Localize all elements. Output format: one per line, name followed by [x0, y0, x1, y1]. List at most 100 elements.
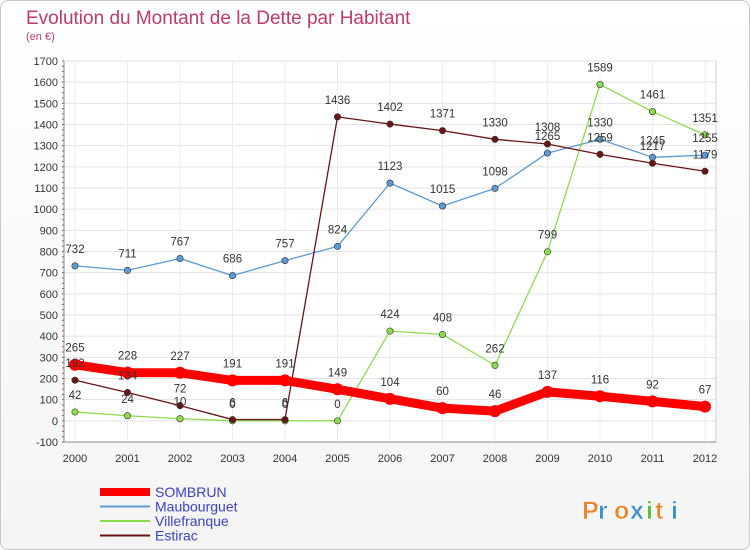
data-point — [281, 416, 289, 424]
data-label: 1589 — [587, 62, 613, 74]
data-label: 134 — [118, 370, 138, 382]
data-label: 6 — [229, 398, 235, 410]
data-point — [543, 149, 551, 157]
data-point — [543, 140, 551, 148]
data-label: 1245 — [640, 135, 666, 147]
data-point — [69, 358, 81, 371]
y-tick-label: 1200 — [34, 162, 58, 174]
data-point — [701, 151, 709, 159]
x-tick-label: 2007 — [430, 453, 454, 465]
data-label: 1402 — [377, 102, 403, 114]
chart-subtitle: (en €) — [26, 31, 55, 43]
data-point — [646, 395, 659, 408]
data-point — [436, 402, 449, 415]
data-label: 0 — [334, 399, 340, 411]
data-label: 24 — [121, 394, 134, 406]
data-label: 116 — [591, 374, 609, 386]
y-tick-label: 1100 — [34, 183, 58, 195]
legend-label: Villefranque — [155, 513, 229, 529]
data-point — [124, 412, 132, 420]
data-point — [176, 415, 184, 423]
data-point — [176, 254, 184, 262]
logo-letter: o — [614, 497, 629, 525]
data-point — [229, 272, 237, 280]
logo-letter: P — [582, 497, 599, 525]
data-point — [491, 184, 499, 192]
data-point — [386, 179, 394, 187]
data-label: 424 — [380, 309, 400, 321]
x-tick-label: 2012 — [693, 453, 717, 465]
data-point — [124, 388, 132, 396]
logo-letter: r — [598, 497, 608, 525]
legend-label: SOMBRUN — [155, 484, 227, 500]
data-point — [333, 242, 341, 250]
data-point — [333, 417, 341, 425]
data-label: 824 — [328, 224, 348, 236]
data-point — [71, 262, 79, 270]
y-tick-label: 600 — [40, 289, 58, 301]
data-point — [333, 113, 341, 121]
x-tick-label: 2000 — [63, 453, 87, 465]
data-label: 72 — [174, 384, 187, 396]
data-point — [596, 80, 604, 88]
data-point — [121, 366, 134, 379]
data-label: 732 — [65, 244, 84, 256]
x-tick-label: 2009 — [535, 453, 559, 465]
data-point — [281, 257, 289, 265]
y-tick-label: 100 — [40, 395, 58, 407]
data-label: 60 — [436, 386, 449, 398]
data-point — [226, 374, 239, 387]
data-label: 42 — [69, 390, 82, 402]
data-point — [594, 390, 606, 403]
data-point — [596, 150, 604, 158]
data-label: 192 — [65, 358, 84, 370]
data-label: 1436 — [325, 95, 351, 107]
y-tick-label: 400 — [40, 331, 58, 343]
series — [69, 80, 711, 425]
data-point — [124, 266, 132, 274]
data-label: 799 — [538, 230, 557, 242]
data-label: 1265 — [535, 131, 561, 143]
y-tick-label: 1700 — [34, 56, 58, 68]
x-tick-label: 2011 — [641, 453, 665, 465]
data-label: 10 — [174, 397, 187, 409]
data-label: 711 — [118, 248, 136, 260]
logo-letter: i — [646, 497, 653, 525]
chart-title: Evolution du Montant de la Dette par Hab… — [26, 8, 411, 29]
x-tick-label: 2010 — [588, 453, 612, 465]
legend-label: Estirac — [155, 528, 198, 544]
y-tick-label: 0 — [52, 416, 58, 428]
data-point — [491, 135, 499, 143]
data-point — [543, 248, 551, 256]
data-label: 262 — [485, 343, 504, 355]
data-point — [541, 385, 554, 398]
data-point — [384, 392, 396, 405]
data-point — [279, 374, 291, 387]
data-point — [71, 408, 79, 416]
y-tick-label: 1000 — [34, 204, 58, 216]
x-tick-label: 2008 — [483, 453, 507, 465]
data-label: 686 — [223, 254, 242, 266]
data-point — [701, 167, 709, 175]
data-point — [438, 127, 446, 135]
data-point — [438, 330, 446, 338]
logo-letter: x — [630, 497, 644, 525]
data-label: 1330 — [587, 117, 613, 129]
y-tick-label: 1500 — [34, 98, 58, 110]
data-label: 1351 — [692, 113, 718, 125]
y-tick-label: -100 — [36, 437, 58, 449]
data-label: 46 — [489, 389, 502, 401]
y-tick-label: 1300 — [34, 141, 58, 153]
y-tick-label: 1400 — [34, 120, 58, 132]
y-tick-label: 200 — [40, 374, 58, 386]
data-label: 191 — [275, 358, 294, 370]
data-point — [331, 383, 344, 396]
y-tick-label: 500 — [40, 310, 58, 322]
data-label: 1371 — [430, 109, 456, 121]
data-label: 0 — [229, 399, 235, 411]
data-point — [699, 400, 711, 413]
axes: -100010020030040050060070080090010001100… — [34, 56, 718, 465]
